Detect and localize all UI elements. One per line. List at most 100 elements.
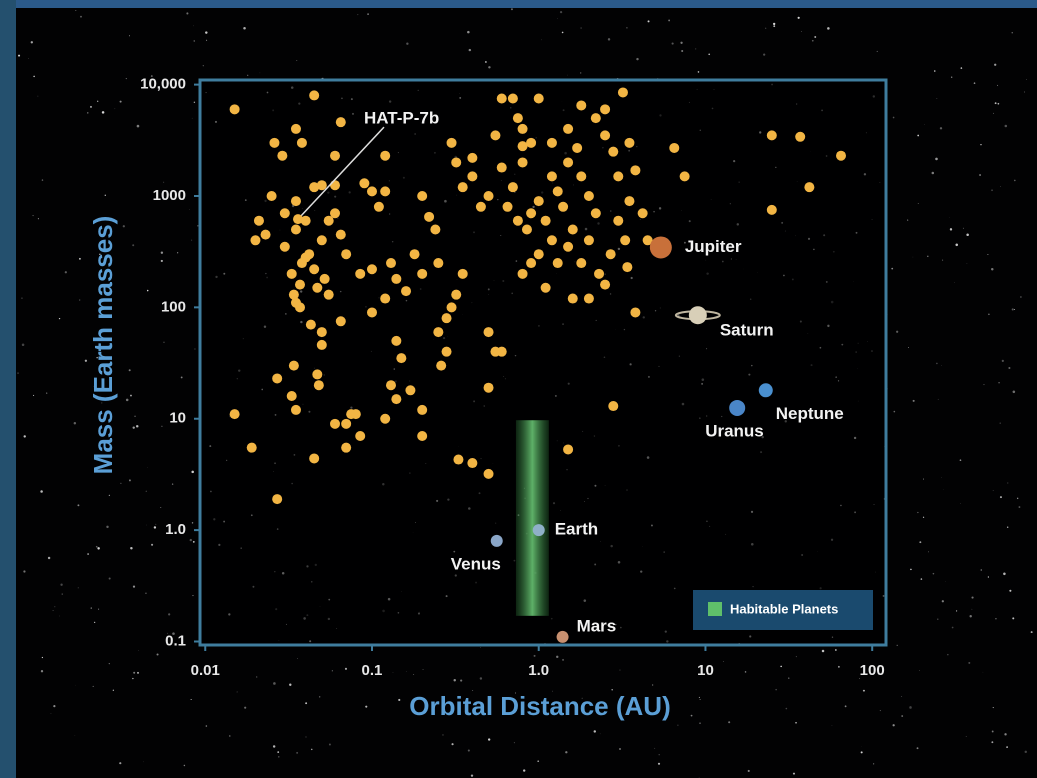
star (205, 725, 208, 727)
exoplanet (380, 150, 391, 161)
star (132, 677, 134, 680)
star (167, 632, 168, 634)
star (1018, 506, 1021, 508)
star (1000, 186, 1001, 187)
exoplanet (330, 150, 341, 161)
star (997, 84, 999, 86)
star (949, 217, 950, 218)
star (92, 685, 94, 687)
star (194, 348, 196, 350)
exoplanet (269, 137, 280, 148)
exoplanet (405, 385, 416, 396)
star (119, 762, 122, 765)
star (310, 748, 313, 751)
exoplanet (526, 137, 537, 148)
exoplanet (546, 137, 557, 148)
star (21, 343, 25, 347)
star (451, 743, 454, 746)
exoplanet (309, 90, 320, 101)
star (296, 751, 299, 754)
star (357, 14, 359, 16)
star (99, 253, 101, 255)
planet (490, 534, 503, 547)
star (37, 95, 39, 97)
planet (688, 306, 707, 325)
star (244, 706, 247, 709)
star (987, 254, 989, 255)
exoplanet (605, 249, 616, 260)
exoplanet (266, 190, 277, 201)
star (901, 715, 904, 717)
star (939, 127, 943, 130)
star (64, 271, 67, 274)
star (171, 483, 174, 485)
star (744, 671, 747, 673)
exoplanet (507, 182, 518, 193)
star (472, 689, 474, 691)
exoplanet (521, 224, 532, 235)
exoplanet (417, 430, 428, 441)
exoplanet (517, 123, 528, 134)
star (969, 615, 972, 618)
star (998, 382, 1000, 384)
habitable-zone (515, 420, 549, 616)
star (652, 684, 654, 686)
star (971, 596, 974, 599)
star (108, 577, 111, 580)
exoplanet (567, 224, 578, 235)
star (922, 516, 925, 518)
exoplanet (288, 289, 299, 300)
star (90, 607, 92, 609)
exoplanet (526, 258, 537, 269)
exoplanet (229, 104, 240, 115)
star (668, 19, 671, 22)
star (61, 593, 63, 595)
star (772, 22, 776, 26)
exoplanet (490, 130, 501, 141)
star (119, 100, 122, 103)
exoplanet (576, 171, 587, 182)
star (1011, 308, 1014, 311)
star (827, 27, 830, 30)
star (160, 251, 164, 254)
exoplanet (335, 117, 346, 128)
star (647, 20, 650, 23)
exoplanet (630, 165, 641, 176)
exoplanet (341, 249, 352, 260)
star (680, 41, 683, 44)
exoplanet (335, 316, 346, 327)
star (46, 392, 48, 394)
star (236, 691, 238, 693)
y-tick-label: 10,000 (140, 76, 186, 93)
exoplanet (483, 382, 494, 393)
star (962, 227, 964, 229)
planet (649, 236, 672, 259)
exoplanet (766, 130, 777, 141)
star (202, 65, 204, 67)
star (991, 741, 994, 744)
star (654, 747, 656, 749)
star (297, 658, 298, 660)
star (256, 676, 258, 678)
star (1007, 482, 1009, 484)
exoplanet (630, 307, 641, 318)
star (821, 649, 825, 653)
star (708, 53, 711, 56)
star (467, 749, 470, 752)
star (559, 11, 563, 14)
exoplanet (624, 137, 635, 148)
star (927, 255, 929, 258)
star (30, 41, 33, 44)
star (879, 709, 881, 712)
star (172, 309, 175, 312)
star (467, 30, 470, 34)
star (406, 42, 409, 45)
exoplanet (552, 258, 563, 269)
exoplanet (304, 249, 315, 260)
exoplanet (380, 413, 391, 424)
exoplanet (600, 104, 611, 115)
star (960, 67, 963, 69)
exoplanet (507, 93, 518, 104)
star (932, 572, 935, 575)
star (626, 27, 628, 29)
